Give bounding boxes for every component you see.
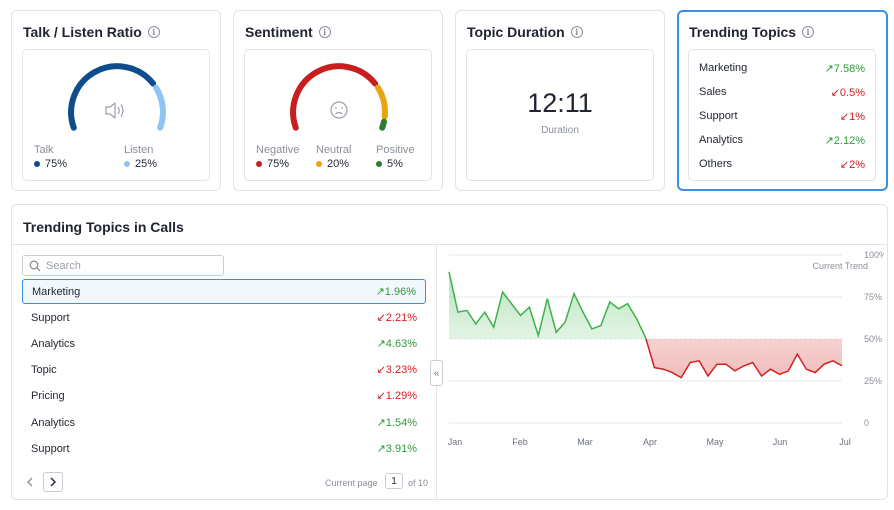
trending-topics-card[interactable]: Trending Topics i Marketing ↗7.58% Sales… <box>677 10 888 191</box>
current-trend-header: Current Trend <box>812 261 868 271</box>
trend-row: Analytics ↗2.12% <box>699 134 865 147</box>
talk-label: Talk <box>34 144 54 156</box>
speaker-icon <box>105 102 124 119</box>
x-tick-label: Apr <box>643 437 657 447</box>
y-tick-label: 100% <box>864 250 884 260</box>
info-icon[interactable]: i <box>802 26 815 38</box>
x-tick-label: May <box>706 437 724 447</box>
search-icon <box>29 260 41 271</box>
x-tick-label: Mar <box>577 437 593 447</box>
y-tick-label: 0 <box>864 418 869 428</box>
sentiment-title: Sentiment i <box>245 24 331 40</box>
calls-divider <box>12 244 887 245</box>
negative-value: 75% <box>256 158 289 170</box>
listen-arc <box>153 84 166 131</box>
talk-arc <box>68 63 157 131</box>
next-page-button[interactable] <box>43 472 63 492</box>
chevron-left-icon <box>27 477 33 487</box>
calls-card: Trending Topics in Calls Current Trend M… <box>11 204 888 500</box>
talk-dot <box>34 161 40 167</box>
neutral-dot <box>316 161 322 167</box>
sad-face-icon <box>330 101 348 119</box>
x-tick-label: Feb <box>512 437 528 447</box>
y-tick-label: 75% <box>864 292 882 302</box>
negative-label: Negative <box>256 144 300 156</box>
talk-listen-gauge <box>68 63 166 131</box>
below-line <box>645 339 843 379</box>
trending-topics-panel: Marketing ↗7.58% Sales ↙0.5% Support ↙1%… <box>688 49 876 181</box>
prev-page-button[interactable] <box>20 472 40 492</box>
info-icon[interactable]: i <box>570 26 583 38</box>
listen-label: Listen <box>124 144 154 156</box>
collapse-panel-button[interactable]: « <box>430 360 443 386</box>
negative-dot <box>256 161 262 167</box>
x-tick-label: Jan <box>448 437 463 447</box>
above-line <box>448 271 647 339</box>
positive-value: 5% <box>376 158 403 170</box>
listen-value: 25% <box>124 158 157 170</box>
trend-row: Sales ↙0.5% <box>699 86 865 99</box>
above-area <box>449 271 842 339</box>
topic-duration-card: Topic Duration i 12:11 Duration <box>455 10 665 191</box>
y-tick-label: 25% <box>864 376 882 386</box>
below-area <box>449 339 842 378</box>
listen-dot <box>124 161 130 167</box>
current-page-label: Current page <box>325 478 378 488</box>
list-item[interactable]: Analytics ↗4.63% <box>31 337 417 351</box>
talk-value: 75% <box>34 158 67 170</box>
sentiment-card: Sentiment i Negative 75% Neutral 20% Pos… <box>233 10 443 191</box>
search-input[interactable] <box>46 259 206 272</box>
list-item[interactable]: Topic ↙3.23% <box>31 363 417 377</box>
neutral-arc <box>375 84 388 120</box>
search-box[interactable] <box>22 255 224 276</box>
list-item[interactable]: Analytics ↗1.54% <box>31 416 417 430</box>
trending-topics-title: Trending Topics i <box>689 24 815 40</box>
trend-row: Support ↙1% <box>699 110 865 123</box>
talk-listen-title: Talk / Listen Ratio i <box>23 24 160 40</box>
duration-label: Duration <box>541 125 579 136</box>
topic-duration-panel: 12:11 Duration <box>466 49 654 181</box>
list-item[interactable]: Support ↙2.21% <box>31 311 417 325</box>
negative-arc <box>290 63 379 131</box>
topic-duration-title: Topic Duration i <box>467 24 583 40</box>
list-item[interactable]: Marketing ↗1.96% <box>22 279 426 304</box>
y-tick-label: 50% <box>864 334 882 344</box>
neutral-value: 20% <box>316 158 349 170</box>
chevron-right-icon <box>50 477 56 487</box>
total-pages-label: of 10 <box>408 478 429 488</box>
calls-title: Trending Topics in Calls <box>23 219 184 235</box>
info-icon[interactable]: i <box>318 26 331 38</box>
positive-arc <box>379 118 387 131</box>
list-item[interactable]: Pricing ↙1.29% <box>31 389 417 403</box>
neutral-label: Neutral <box>316 144 352 156</box>
x-tick-label: Jun <box>773 437 788 447</box>
positive-label: Positive <box>376 144 415 156</box>
duration-time: 12:11 <box>527 88 593 118</box>
talk-listen-card: Talk / Listen Ratio i Talk 75% Listen 25… <box>11 10 221 191</box>
sentiment-panel: Negative 75% Neutral 20% Positive 5% <box>244 49 432 181</box>
positive-dot <box>376 161 382 167</box>
page-number-input[interactable]: 1 <box>385 473 403 489</box>
list-item[interactable]: Support ↗3.91% <box>31 442 417 456</box>
trend-row: Marketing ↗7.58% <box>699 62 865 75</box>
talk-listen-panel: Talk 75% Listen 25% <box>22 49 210 181</box>
info-icon[interactable]: i <box>147 26 160 38</box>
sentiment-gauge <box>290 63 388 131</box>
trend-row: Others ↙2% <box>699 158 865 171</box>
x-tick-label: Jul <box>839 437 851 447</box>
trend-chart: 100% 75% 50% 25% 0 Jan Feb Mar Apr May Jun Jul <box>448 250 884 447</box>
